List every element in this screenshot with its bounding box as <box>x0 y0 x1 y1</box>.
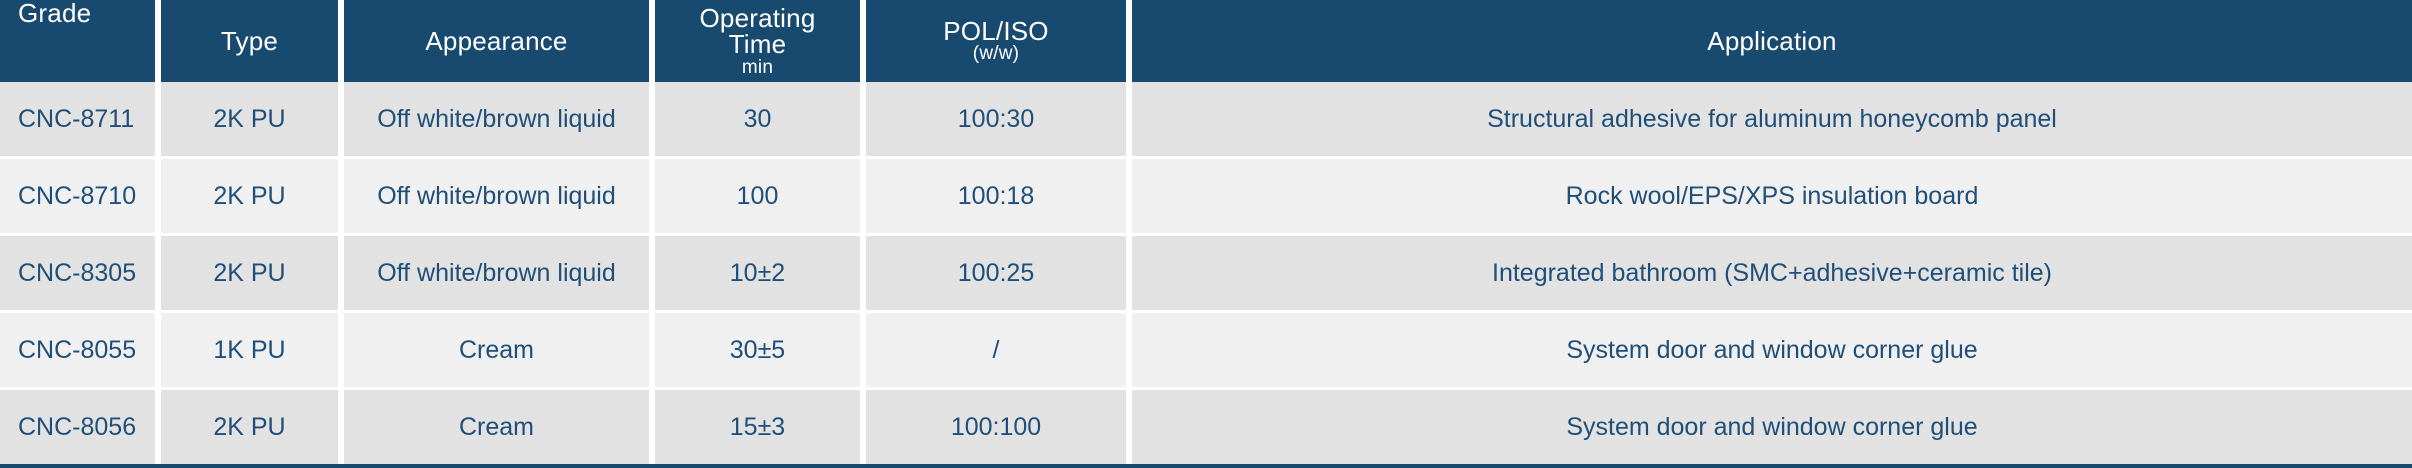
cell-grade: CNC-8711 <box>0 82 155 156</box>
column-header-pol-iso-unit: (w/w) <box>972 43 1020 65</box>
column-header-application: Application <box>1132 0 2412 82</box>
cell-application: Structural adhesive for aluminum honeyco… <box>1132 82 2412 156</box>
cell-application: Integrated bathroom (SMC+adhesive+cerami… <box>1132 236 2412 310</box>
table-row: CNC-8711 2K PU Off white/brown liquid 30… <box>0 82 2412 156</box>
table-row: CNC-8305 2K PU Off white/brown liquid 10… <box>0 236 2412 310</box>
cell-application: System door and window corner glue <box>1132 313 2412 387</box>
cell-operating-time: 15±3 <box>655 390 860 464</box>
cell-grade: CNC-8055 <box>0 313 155 387</box>
column-header-type-label: Type <box>220 25 279 56</box>
column-header-operating-time: Operating Time min <box>655 0 860 82</box>
column-header-pol-iso-label: POL/ISO <box>943 15 1049 46</box>
cell-appearance: Off white/brown liquid <box>344 82 649 156</box>
cell-grade: CNC-8710 <box>0 159 155 233</box>
cell-operating-time: 10±2 <box>655 236 860 310</box>
cell-pol-iso: 100:18 <box>866 159 1126 233</box>
cell-type: 2K PU <box>161 82 338 156</box>
cell-appearance: Cream <box>344 313 649 387</box>
cell-pol-iso: 100:100 <box>866 390 1126 464</box>
column-header-type: Type <box>161 0 338 82</box>
table-header-row: Grade Type Appearance Operating Time min… <box>0 0 2412 82</box>
cell-type: 2K PU <box>161 390 338 464</box>
column-header-application-label: Application <box>1707 25 1837 56</box>
column-header-grade-label: Grade <box>18 0 92 28</box>
column-header-appearance-label: Appearance <box>425 25 568 56</box>
cell-application: Rock wool/EPS/XPS insulation board <box>1132 159 2412 233</box>
cell-appearance: Cream <box>344 390 649 464</box>
cell-pol-iso: 100:25 <box>866 236 1126 310</box>
cell-operating-time: 30 <box>655 82 860 156</box>
cell-type: 2K PU <box>161 236 338 310</box>
cell-application: System door and window corner glue <box>1132 390 2412 464</box>
cell-appearance: Off white/brown liquid <box>344 236 649 310</box>
cell-grade: CNC-8305 <box>0 236 155 310</box>
cell-operating-time: 30±5 <box>655 313 860 387</box>
column-header-pol-iso: POL/ISO (w/w) <box>866 0 1126 82</box>
column-header-operating-time-line1: Operating <box>699 2 816 33</box>
cell-pol-iso: / <box>866 313 1126 387</box>
column-header-operating-time-unit: min <box>741 56 774 78</box>
cell-type: 2K PU <box>161 159 338 233</box>
column-header-grade: Grade <box>0 0 155 82</box>
cell-pol-iso: 100:30 <box>866 82 1126 156</box>
cell-grade: CNC-8056 <box>0 390 155 464</box>
cell-type: 1K PU <box>161 313 338 387</box>
table-row: CNC-8055 1K PU Cream 30±5 / System door … <box>0 313 2412 387</box>
cell-operating-time: 100 <box>655 159 860 233</box>
table-body: CNC-8711 2K PU Off white/brown liquid 30… <box>0 82 2412 468</box>
column-header-appearance: Appearance <box>344 0 649 82</box>
column-header-operating-time-line2: Time <box>728 29 787 60</box>
table-row: CNC-8056 2K PU Cream 15±3 100:100 System… <box>0 390 2412 464</box>
table-row: CNC-8710 2K PU Off white/brown liquid 10… <box>0 159 2412 233</box>
cell-appearance: Off white/brown liquid <box>344 159 649 233</box>
